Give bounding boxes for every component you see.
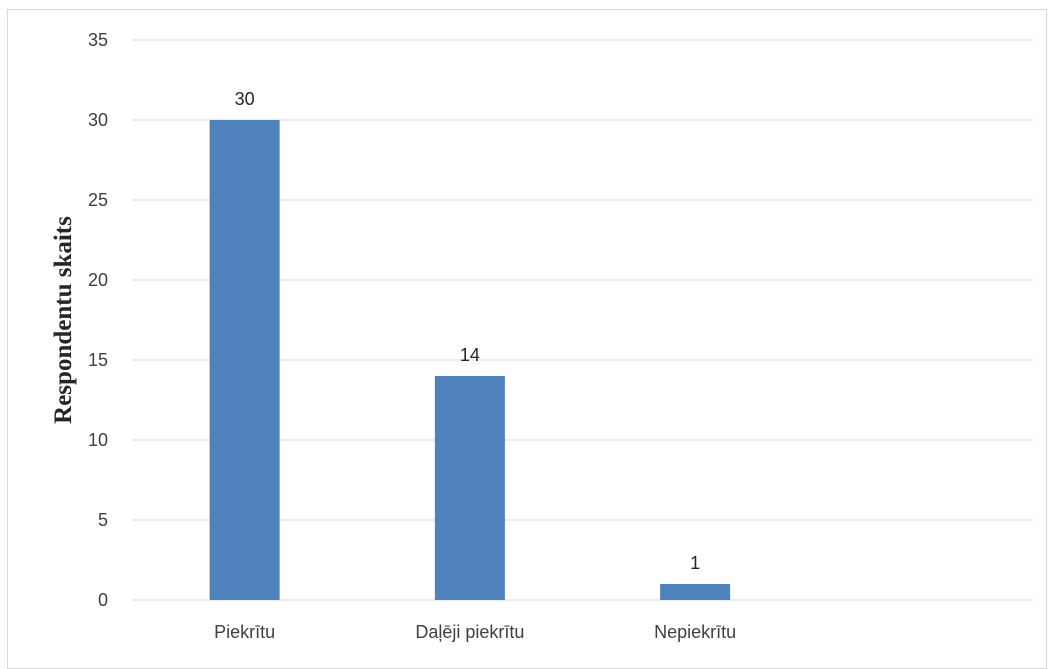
category-label-1: Piekrītu xyxy=(214,622,275,642)
y-tick-label: 35 xyxy=(88,30,108,50)
x-axis-categories: Piekrītu Daļēji piekrītu Nepiekrītu xyxy=(214,622,736,642)
y-tick-label: 5 xyxy=(98,510,108,530)
y-tick-label: 10 xyxy=(88,430,108,450)
bars xyxy=(209,120,731,600)
data-label-2: 14 xyxy=(460,345,480,365)
y-tick-label: 20 xyxy=(88,270,108,290)
y-tick-label: 0 xyxy=(98,590,108,610)
data-labels: 30 14 1 xyxy=(235,89,701,573)
bar-2 xyxy=(434,376,505,600)
y-axis-title: Respondentu skaits xyxy=(50,216,77,424)
bar-chart: 0 5 10 15 20 25 30 35 30 14 1 Piekrītu Daļēji piek… xyxy=(50,30,1033,642)
chart-frame xyxy=(7,9,1047,669)
category-label-3: Nepiekrītu xyxy=(654,622,736,642)
category-label-2: Daļēji piekrītu xyxy=(415,622,524,642)
bar-3 xyxy=(660,584,731,600)
data-label-1: 30 xyxy=(235,89,255,109)
y-tick-label: 25 xyxy=(88,190,108,210)
gridlines xyxy=(132,39,1033,601)
y-tick-label: 30 xyxy=(88,110,108,130)
bar-1 xyxy=(209,120,280,600)
y-tick-label: 15 xyxy=(88,350,108,370)
y-axis-ticks: 0 5 10 15 20 25 30 35 xyxy=(88,30,108,610)
data-label-3: 1 xyxy=(690,553,700,573)
